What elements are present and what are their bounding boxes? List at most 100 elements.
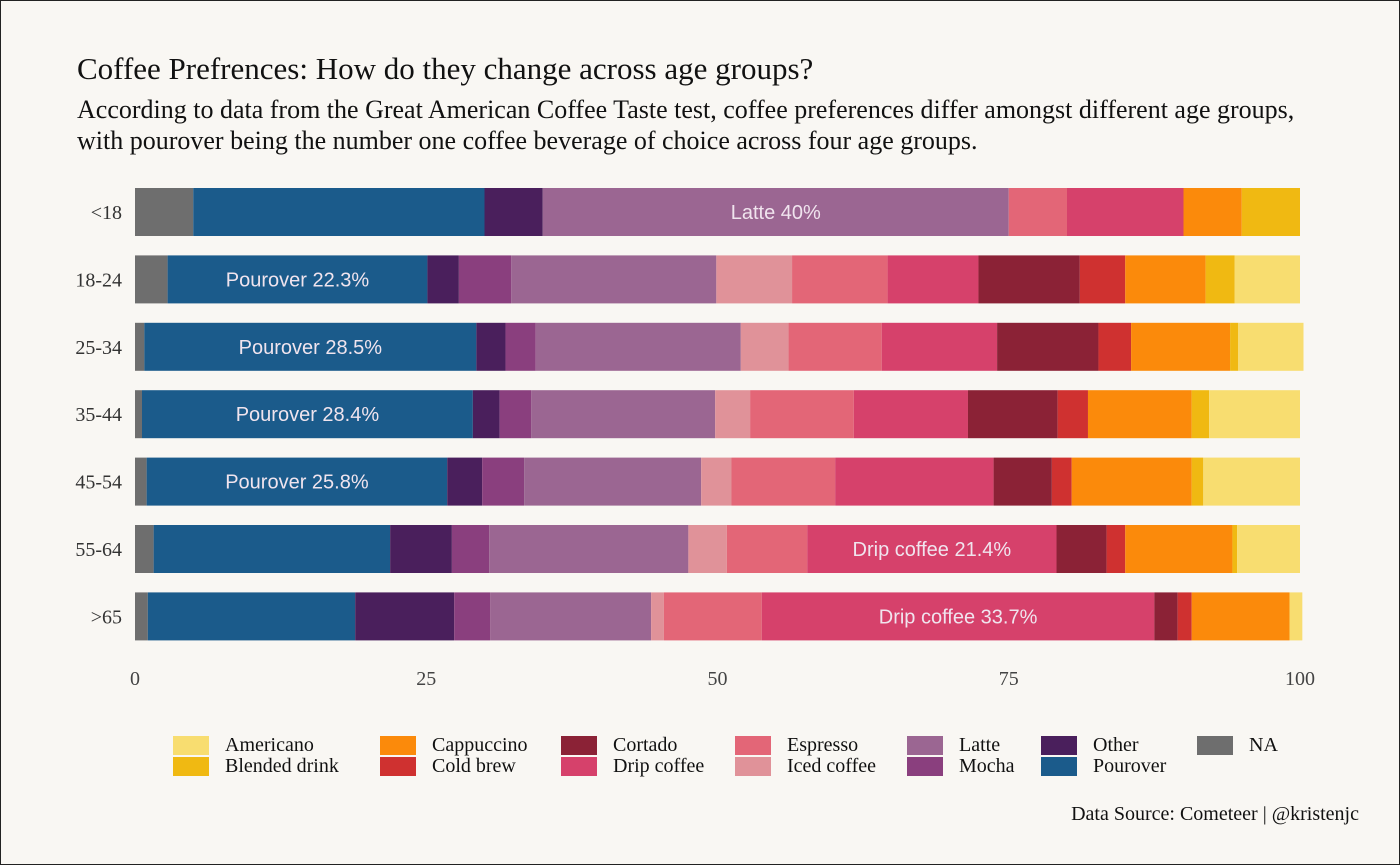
bar-segment-mocha-25-34 bbox=[505, 322, 536, 371]
bar-segment-cortado-55-64 bbox=[1056, 525, 1107, 573]
bar-segment-drip-coffee-65 bbox=[761, 592, 1155, 641]
bar-segment-cold-brew-18-24 bbox=[1079, 255, 1126, 304]
bar-segment-mocha-55-64 bbox=[451, 525, 490, 573]
bar-segment-cappuccino-35-44 bbox=[1087, 390, 1192, 439]
bar-annotation: Pourover 25.8% bbox=[225, 472, 369, 494]
bar-segment-americano-18-24 bbox=[1234, 255, 1300, 304]
bar-segment-latte-55-64 bbox=[489, 525, 689, 573]
legend-label: Iced coffee bbox=[787, 755, 877, 777]
legend-label: Espresso bbox=[787, 734, 859, 756]
legend-swatch bbox=[1197, 736, 1233, 755]
bar-segment-na-18 bbox=[135, 188, 194, 236]
bar-segment-na-55-64 bbox=[135, 525, 154, 573]
bar-segment-latte-65 bbox=[490, 592, 652, 641]
bar-segment-cortado-45-54 bbox=[993, 457, 1052, 506]
bar-segment-na-45-54 bbox=[135, 457, 147, 506]
bar-annotation: Latte 40% bbox=[731, 202, 821, 224]
bar-segment-iced-coffee-35-44 bbox=[715, 390, 751, 439]
bar-segment-blended-drink-35-44 bbox=[1191, 390, 1210, 439]
legend-swatch bbox=[735, 736, 771, 755]
bar-segment-latte-18 bbox=[542, 188, 1009, 236]
bar-segment-espresso-35-44 bbox=[750, 390, 854, 439]
chart-legend: Americano Blended drink Cappuccino Cold bre… bbox=[173, 734, 1373, 785]
bar-segment-americano-55-64 bbox=[1237, 525, 1300, 573]
bar-segment-pourover-35-44 bbox=[141, 390, 473, 439]
bar-segment-espresso-25-34 bbox=[788, 322, 882, 371]
bar-segment-mocha-35-44 bbox=[499, 390, 532, 439]
bar-segment-latte-25-34 bbox=[535, 322, 741, 371]
data-source-caption: Data Source: Cometeer | @kristenjc bbox=[1071, 803, 1359, 825]
bar-segment-na-35-44 bbox=[135, 390, 142, 439]
bar-segment-drip-coffee-18-24 bbox=[887, 255, 979, 304]
bar-segment-cortado-65 bbox=[1154, 592, 1178, 641]
bar-segment-iced-coffee-25-34 bbox=[740, 322, 789, 371]
bar-segment-drip-coffee-25-34 bbox=[881, 322, 998, 371]
x-tick-label: 75 bbox=[999, 668, 1019, 690]
bar-annotation: Pourover 28.5% bbox=[239, 337, 383, 359]
legend-label: NA bbox=[1249, 734, 1278, 756]
bar-segment-other-45-54 bbox=[447, 457, 483, 506]
bar-segment-pourover-55-64 bbox=[153, 525, 391, 573]
bar-segment-espresso-55-64 bbox=[726, 525, 808, 573]
bar-segment-iced-coffee-55-64 bbox=[688, 525, 727, 573]
legend-label: Mocha bbox=[959, 755, 1015, 777]
bar-segment-latte-45-54 bbox=[524, 457, 702, 506]
bar-segment-other-25-34 bbox=[476, 322, 506, 371]
bar-segment-latte-35-44 bbox=[531, 390, 716, 439]
bar-segment-mocha-45-54 bbox=[482, 457, 525, 506]
bar-segment-other-18 bbox=[484, 188, 543, 236]
y-tick-label: 45-54 bbox=[75, 472, 122, 494]
bar-segment-iced-coffee-65 bbox=[651, 592, 664, 641]
bar-segment-pourover-65 bbox=[147, 592, 356, 641]
legend-label: Cappuccino bbox=[432, 734, 528, 756]
bar-segment-iced-coffee-45-54 bbox=[701, 457, 732, 506]
bar-segment-other-18-24 bbox=[427, 255, 459, 304]
bar-segment-cold-brew-35-44 bbox=[1057, 390, 1088, 439]
legend-swatch bbox=[735, 757, 771, 776]
bar-segment-mocha-18-24 bbox=[458, 255, 512, 304]
bar-segment-other-35-44 bbox=[472, 390, 500, 439]
stacked-bar-chart: <18 Latte 40% 18-24 Pourover 22.3% 25-34 Pour… bbox=[75, 188, 1315, 690]
bar-segment-blended-drink-25-34 bbox=[1230, 322, 1239, 371]
y-tick-label: 35-44 bbox=[75, 404, 122, 426]
legend-swatch bbox=[907, 736, 943, 755]
bar-segment-other-55-64 bbox=[390, 525, 452, 573]
bar-segment-cappuccino-55-64 bbox=[1125, 525, 1233, 573]
y-tick-label: 18-24 bbox=[75, 269, 122, 291]
legend-label: Drip coffee bbox=[613, 755, 705, 777]
legend-label: Cold brew bbox=[432, 755, 516, 777]
bar-segment-cortado-25-34 bbox=[997, 322, 1099, 371]
bar-segment-drip-coffee-55-64 bbox=[807, 525, 1057, 573]
bar-segment-pourover-18 bbox=[193, 188, 485, 236]
bar-segment-cortado-18-24 bbox=[978, 255, 1080, 304]
legend-swatch bbox=[173, 736, 209, 755]
bar-segment-mocha-65 bbox=[454, 592, 491, 641]
legend-label: Cortado bbox=[613, 734, 678, 756]
bar-annotation: Drip coffee 33.7% bbox=[879, 606, 1038, 628]
bar-segment-americano-65 bbox=[1289, 592, 1303, 641]
bar-segment-pourover-25-34 bbox=[144, 322, 477, 371]
bar-segment-espresso-18-24 bbox=[792, 255, 888, 304]
bar-segment-latte-18-24 bbox=[511, 255, 717, 304]
y-tick-label: 55-64 bbox=[75, 539, 122, 561]
bar-segment-espresso-65 bbox=[663, 592, 762, 641]
bar-segment-cold-brew-55-64 bbox=[1106, 525, 1126, 573]
bar-segment-cappuccino-18-24 bbox=[1125, 255, 1206, 304]
bar-segment-americano-25-34 bbox=[1238, 322, 1304, 371]
bar-segment-drip-coffee-45-54 bbox=[835, 457, 994, 506]
legend-swatch bbox=[173, 757, 209, 776]
x-tick-label: 25 bbox=[416, 668, 436, 690]
bar-segment-americano-45-54 bbox=[1203, 457, 1300, 506]
bar-segment-espresso-18 bbox=[1008, 188, 1067, 236]
y-tick-label: >65 bbox=[91, 606, 122, 628]
y-tick-label: 25-34 bbox=[75, 337, 122, 359]
chart-title: Coffee Prefrences: How do they change ac… bbox=[77, 51, 814, 86]
bar-segment-cortado-35-44 bbox=[967, 390, 1058, 439]
bar-segment-drip-coffee-18 bbox=[1067, 188, 1184, 236]
legend-swatch bbox=[561, 736, 597, 755]
bar-segment-blended-drink-18 bbox=[1241, 188, 1300, 236]
legend-swatch bbox=[561, 757, 597, 776]
legend-swatch bbox=[1041, 736, 1077, 755]
bar-segment-pourover-18-24 bbox=[167, 255, 428, 304]
